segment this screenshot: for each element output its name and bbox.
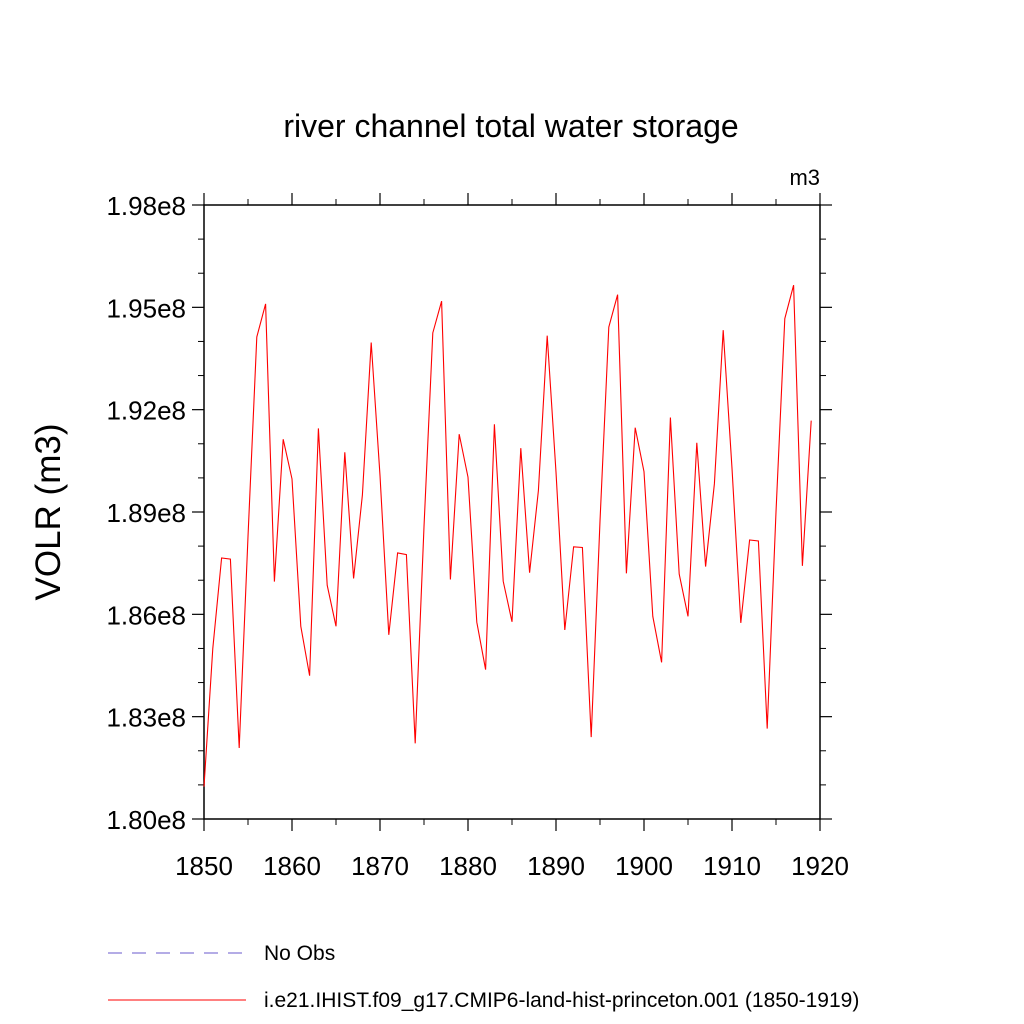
- chart-title: river channel total water storage: [283, 108, 738, 144]
- x-tick-label: 1890: [527, 851, 585, 881]
- y-tick-label: 1.92e8: [106, 396, 186, 426]
- x-tick-label: 1910: [703, 851, 761, 881]
- x-tick-label: 1920: [791, 851, 849, 881]
- legend: No Obs i.e21.IHIST.f09_g17.CMIP6-land-hi…: [108, 942, 859, 1012]
- x-tick-label: 1850: [175, 851, 233, 881]
- y-tick-label: 1.80e8: [106, 805, 186, 835]
- series-line: [203, 285, 812, 787]
- x-tick-label: 1900: [615, 851, 673, 881]
- y-axis-tick-labels: 1.80e8 1.83e8 1.86e8 1.89e8 1.92e8 1.95e8 1.98…: [106, 191, 186, 835]
- legend-label-no-obs: No Obs: [264, 942, 335, 965]
- y-tick-label: 1.83e8: [106, 703, 186, 733]
- x-tick-label: 1860: [263, 851, 321, 881]
- x-tick-label: 1870: [351, 851, 409, 881]
- y-tick-label: 1.86e8: [106, 600, 186, 630]
- y-tick-label: 1.95e8: [106, 293, 186, 323]
- series-layer: [203, 285, 812, 787]
- y-tick-label: 1.89e8: [106, 498, 186, 528]
- plot-area: [203, 204, 821, 820]
- units-label: m3: [789, 165, 820, 190]
- y-axis-title: VOLR (m3): [29, 424, 68, 601]
- x-tick-label: 1880: [439, 851, 497, 881]
- axis-ticks: [192, 193, 832, 831]
- legend-label-series: i.e21.IHIST.f09_g17.CMIP6-land-hist-prin…: [264, 989, 859, 1012]
- plot-frame: [203, 204, 821, 820]
- x-axis-tick-labels: 1850 1860 1870 1880 1890 1900 1910 1920: [175, 851, 849, 881]
- y-tick-label: 1.98e8: [106, 191, 186, 221]
